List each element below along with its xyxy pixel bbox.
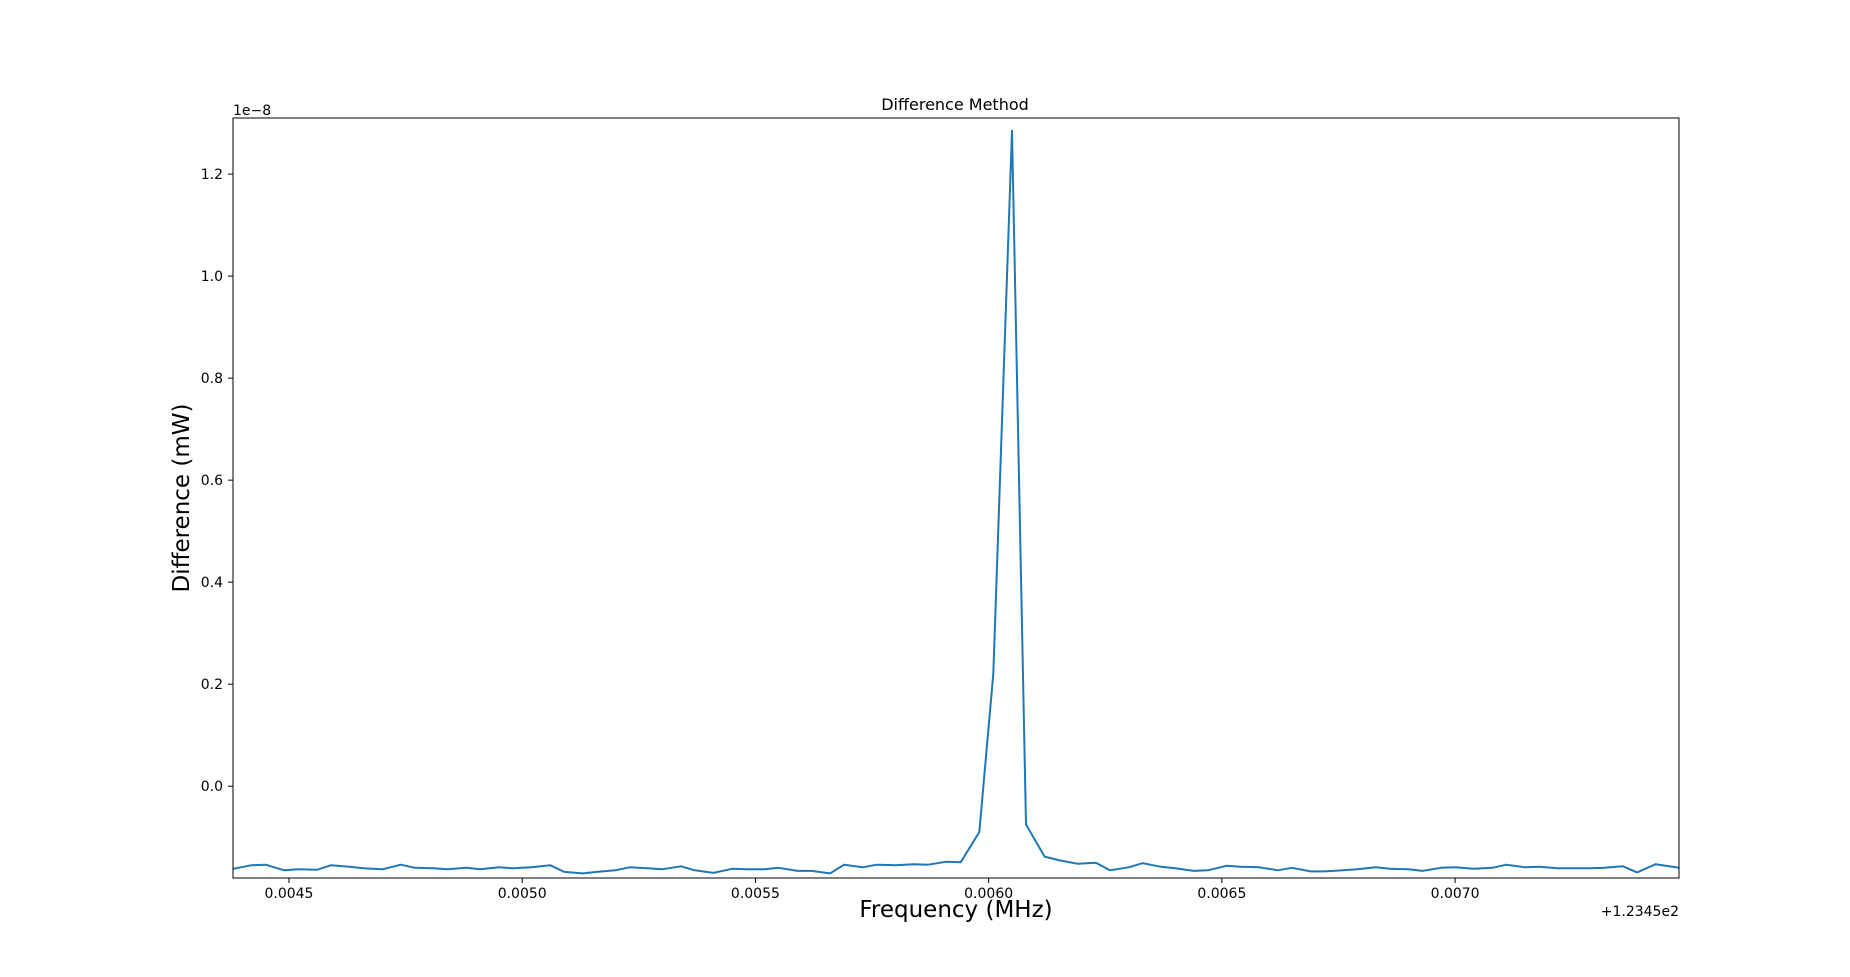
y-tick-label: 1.0 — [201, 269, 223, 285]
x-tick-label: 0.0055 — [731, 886, 780, 902]
x-tick-label: 0.0065 — [1197, 886, 1246, 902]
y-axis-label: Difference (mW) — [169, 404, 195, 593]
y-tick-label: 1.2 — [201, 167, 223, 183]
y-tick-label: 0.6 — [201, 473, 223, 489]
x-tick-label: 0.0045 — [264, 886, 313, 902]
x-offset-label: +1.2345e2 — [1601, 904, 1679, 920]
x-axis-label: Frequency (MHz) — [859, 897, 1052, 923]
x-tick-label: 0.0060 — [964, 886, 1013, 902]
chart-title: Difference Method — [881, 95, 1029, 114]
y-tick-label: 0.0 — [201, 779, 223, 795]
y-tick-label: 0.4 — [201, 575, 223, 591]
x-tick-label: 0.0050 — [498, 886, 547, 902]
y-tick-label: 0.2 — [201, 677, 223, 693]
x-tick-label: 0.0070 — [1431, 886, 1480, 902]
plot-frame — [232, 117, 1680, 879]
axis-ticks: 0.0045 0.0050 0.0055 0.0060 0.0065 0.0070 0.0 0… — [201, 167, 1480, 902]
y-scale-label: 1e−8 — [233, 103, 271, 119]
y-tick-label: 0.8 — [201, 371, 223, 387]
series-line — [232, 129, 1680, 875]
